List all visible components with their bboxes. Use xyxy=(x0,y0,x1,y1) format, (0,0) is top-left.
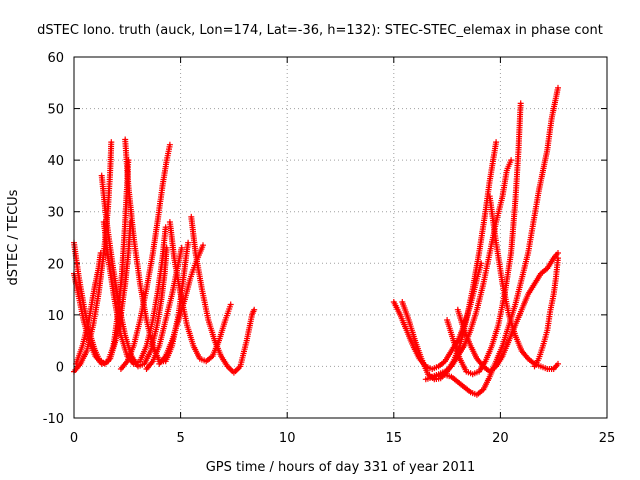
series-sat-d xyxy=(73,250,104,367)
series-sat-l xyxy=(156,242,206,367)
series-sat-t xyxy=(531,255,561,370)
x-tick-label: 5 xyxy=(176,431,184,446)
series-markers xyxy=(156,242,206,367)
series-sat-r xyxy=(454,250,561,375)
y-tick-label: 40 xyxy=(47,154,64,169)
plot-frame xyxy=(73,56,608,419)
series-markers xyxy=(117,141,173,372)
y-tick-label: 0 xyxy=(56,360,64,375)
series-line xyxy=(446,102,522,376)
series-markers xyxy=(486,193,561,372)
series-line xyxy=(488,195,560,371)
y-tick-label: 30 xyxy=(47,206,64,221)
series-markers xyxy=(422,84,561,398)
series-markers xyxy=(188,213,258,376)
y-axis-label: dSTEC / TECUs xyxy=(6,189,21,285)
series-sat-p xyxy=(429,157,515,380)
y-tick-label: 60 xyxy=(47,51,64,66)
x-axis-label: GPS time / hours of day 331 of year 2011 xyxy=(206,460,476,475)
x-tick-label: 25 xyxy=(599,431,616,446)
series-markers xyxy=(531,255,561,370)
series-sat-q xyxy=(422,84,561,398)
series-sat-g xyxy=(100,219,169,367)
y-tick-label: 20 xyxy=(47,257,64,272)
y-tick-label: 50 xyxy=(47,103,64,118)
series-layer xyxy=(71,84,561,398)
series-markers xyxy=(73,250,104,367)
x-tick-label: 10 xyxy=(279,431,296,446)
y-tick-label: -10 xyxy=(43,412,64,427)
series-markers xyxy=(100,219,169,367)
x-tick-label: 0 xyxy=(70,431,78,446)
series-sat-h xyxy=(117,141,173,372)
ticks: 0 5 10 15 20 25 -10 0 10 20 30 40 50 60 xyxy=(43,51,616,446)
x-tick-label: 15 xyxy=(386,431,403,446)
series-sat-s xyxy=(486,193,561,372)
chart-title: dSTEC Iono. truth (auck, Lon=174, Lat=-3… xyxy=(37,23,603,38)
x-tick-label: 20 xyxy=(492,431,509,446)
series-sat-k xyxy=(188,213,258,376)
series-sat-e xyxy=(98,172,170,370)
y-tick-label: 10 xyxy=(47,309,64,324)
